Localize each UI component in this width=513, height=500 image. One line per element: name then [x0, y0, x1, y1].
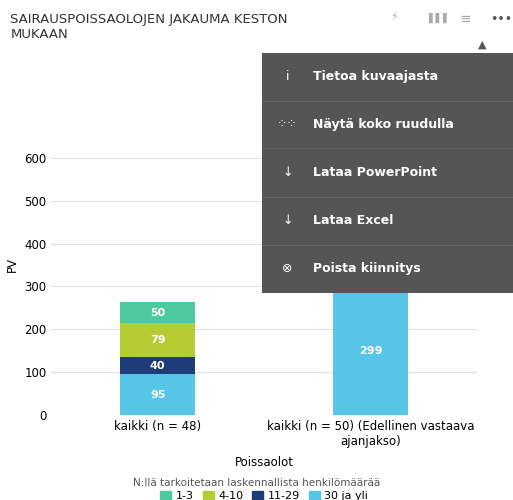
Bar [121, 374, 195, 415]
Bar [121, 357, 195, 374]
Text: ↓: ↓ [282, 214, 292, 227]
X-axis label: Poissaolot: Poissaolot [234, 456, 294, 469]
Text: Näytä koko ruudulla: Näytä koko ruudulla [313, 118, 454, 131]
Text: •••: ••• [490, 12, 512, 26]
Text: Tietoa kuvaajasta: Tietoa kuvaajasta [313, 70, 438, 83]
Text: Poista kiinnitys: Poista kiinnitys [313, 262, 421, 275]
Text: ▲: ▲ [478, 40, 486, 50]
Text: ⁘⁘: ⁘⁘ [277, 118, 298, 131]
Bar [333, 262, 408, 287]
Text: 79: 79 [150, 335, 166, 345]
Text: i: i [286, 70, 289, 83]
Bar [121, 302, 195, 324]
Text: 40: 40 [150, 360, 166, 370]
Text: ▌▌▌: ▌▌▌ [428, 12, 451, 22]
Text: SAIRAUSPOISSAOLOJEN JAKAUMA KESTON: SAIRAUSPOISSAOLOJEN JAKAUMA KESTON [10, 12, 288, 26]
Bar [333, 224, 408, 262]
Text: N:llä tarkoitetaan laskennallista henkilömäärää: N:llä tarkoitetaan laskennallista henkil… [133, 478, 380, 488]
Text: 87: 87 [363, 238, 379, 248]
Text: 299: 299 [359, 346, 382, 356]
Y-axis label: PV: PV [6, 258, 18, 272]
Text: ↓: ↓ [282, 166, 292, 179]
Legend: 1-3, 4-10, 11-29, 30 ja yli: 1-3, 4-10, 11-29, 30 ja yli [155, 486, 373, 500]
Bar [121, 324, 195, 357]
Bar [333, 287, 408, 415]
Text: 95: 95 [150, 390, 166, 400]
Text: 50: 50 [150, 308, 165, 318]
Text: Lataa PowerPoint: Lataa PowerPoint [313, 166, 437, 179]
Text: ⊗: ⊗ [282, 262, 292, 275]
Text: Lataa Excel: Lataa Excel [313, 214, 393, 227]
Text: MUKAAN: MUKAAN [10, 28, 68, 40]
Text: ⚡: ⚡ [390, 12, 398, 22]
Text: 59: 59 [363, 269, 379, 279]
Text: ≡: ≡ [459, 12, 471, 26]
